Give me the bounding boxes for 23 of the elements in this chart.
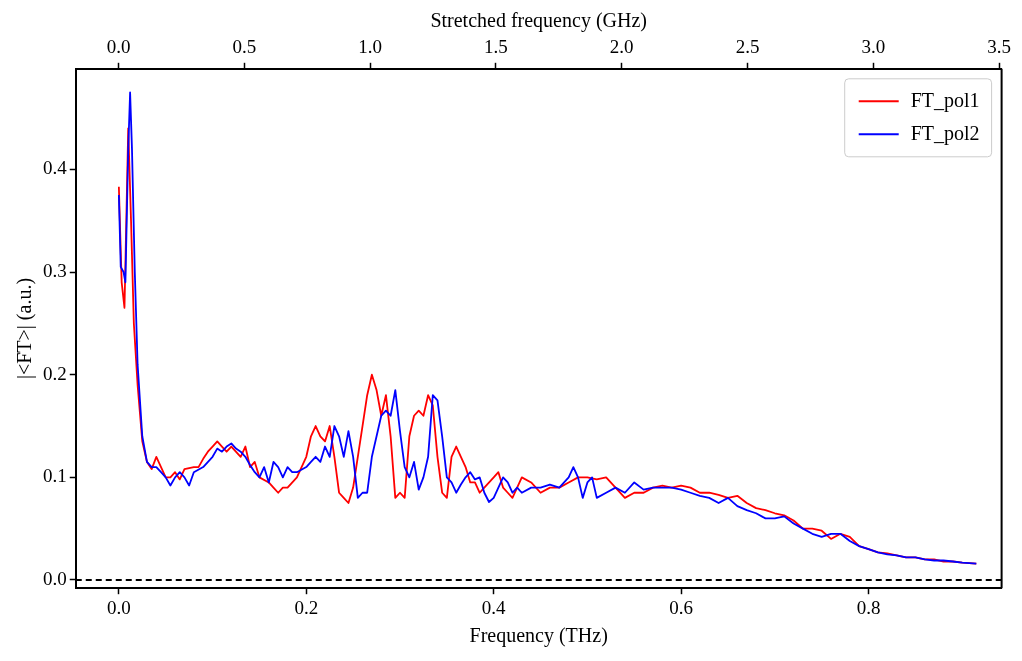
x2-tick-label: 3.5 — [987, 36, 1011, 58]
x-tick-label: 0.8 — [856, 596, 881, 618]
x2-axis-title: Stretched frequency (GHz) — [430, 9, 647, 33]
x-tick-label: 0.2 — [294, 596, 319, 618]
legend-label: FT_pol1 — [910, 88, 980, 112]
x-tick-label: 0.0 — [106, 596, 131, 618]
x2-tick-label: 0.0 — [106, 36, 131, 58]
x-tick-label: 0.6 — [669, 596, 693, 618]
x-tick-label: 0.4 — [481, 596, 507, 618]
y-tick-label: 0.4 — [43, 157, 68, 179]
x2-tick-label: 2.0 — [609, 36, 634, 58]
y-tick-label: 0.3 — [43, 260, 67, 282]
x2-tick-label: 1.0 — [358, 36, 382, 58]
y-tick-label: 0.2 — [43, 362, 67, 384]
x2-tick-label: 2.5 — [735, 36, 760, 58]
x2-tick-label: 0.5 — [232, 36, 257, 58]
legend-label: FT_pol2 — [910, 121, 980, 145]
x2-tick-label: 3.0 — [861, 36, 886, 58]
y-tick-label: 0.1 — [43, 465, 67, 487]
y-tick-label: 0.0 — [43, 567, 67, 589]
x2-tick-label: 1.5 — [484, 36, 508, 58]
x-axis-title: Frequency (THz) — [469, 624, 608, 648]
y-axis-title: |<FT>| (a.u.) — [13, 277, 37, 380]
